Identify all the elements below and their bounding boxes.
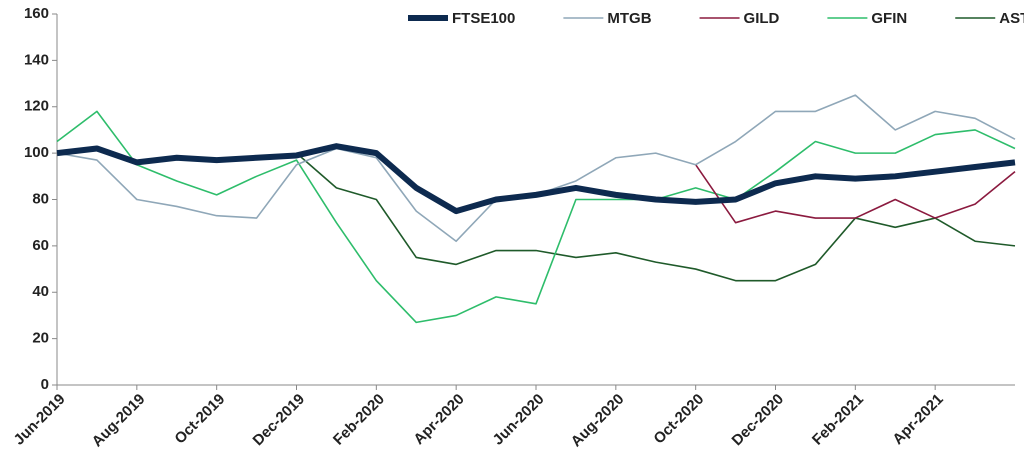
- x-tick-label: Jun-2019: [11, 391, 69, 449]
- y-tick-label: 0: [41, 376, 49, 393]
- legend-label: GFIN: [871, 10, 907, 27]
- series-line: [56, 94, 1016, 243]
- x-tick-label: Oct-2020: [650, 391, 707, 448]
- x-tick-label: Apr-2021: [889, 391, 946, 448]
- x-tick-label: Feb-2021: [809, 391, 867, 449]
- y-tick-label: 60: [32, 237, 49, 254]
- series-line: [56, 143, 1016, 215]
- y-tick-label: 140: [24, 51, 49, 68]
- x-tick-label: Aug-2019: [89, 391, 149, 451]
- x-tick-label: Feb-2020: [330, 391, 388, 449]
- series-line: [695, 164, 1016, 224]
- x-tick-label: Oct-2019: [171, 391, 228, 448]
- y-tick-label: 80: [32, 190, 49, 207]
- y-tick-label: 40: [32, 283, 49, 300]
- x-tick-label: Jun-2020: [490, 391, 548, 449]
- series-line: [295, 152, 1016, 282]
- x-tick-label: Dec-2019: [250, 391, 309, 450]
- legend-label: GILD: [744, 10, 780, 27]
- y-tick-label: 20: [32, 330, 49, 347]
- x-tick-label: Dec-2020: [729, 391, 788, 450]
- legend-label: MTGB: [607, 10, 651, 27]
- series-line: [56, 110, 1016, 324]
- x-tick-label: Aug-2020: [568, 391, 628, 451]
- y-tick-label: 160: [24, 5, 49, 22]
- legend-label: FTSE100: [452, 10, 515, 27]
- y-tick-label: 100: [24, 144, 49, 161]
- legend-label: ASTRLS: [999, 10, 1024, 27]
- x-tick-label: Apr-2020: [410, 391, 467, 448]
- y-tick-label: 120: [24, 98, 49, 115]
